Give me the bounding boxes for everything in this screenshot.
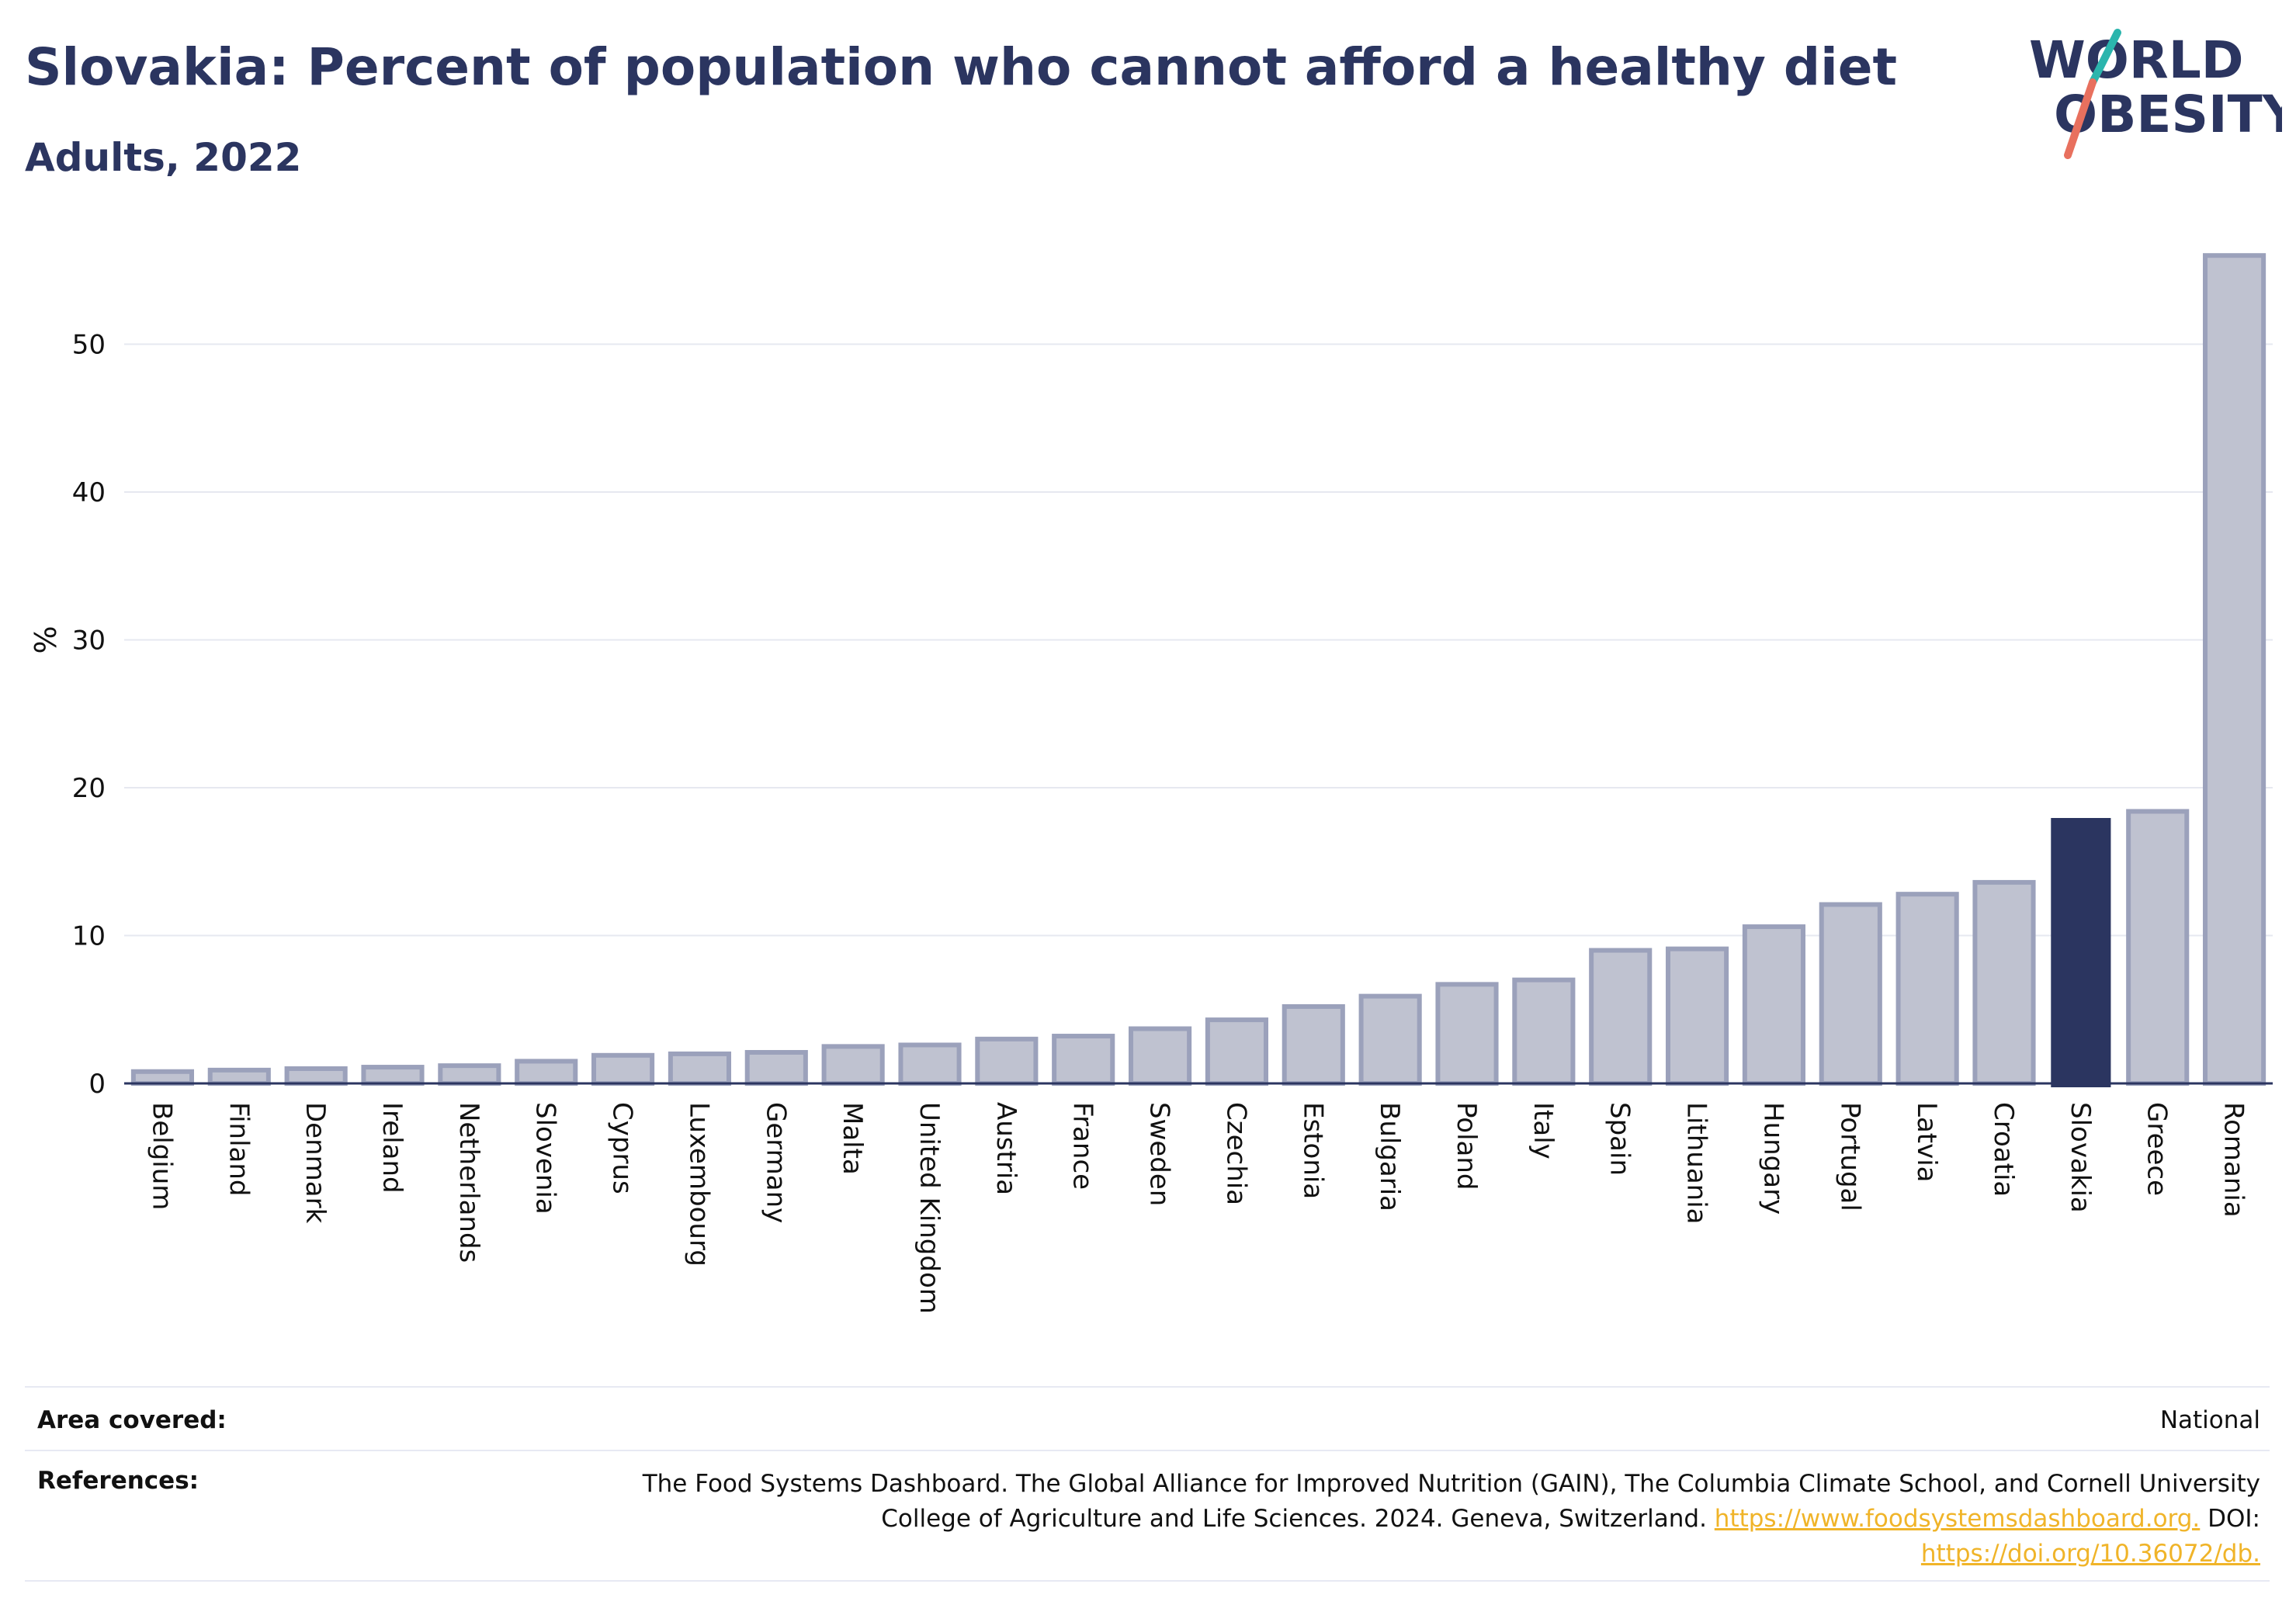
bar [1205,1017,1268,1086]
bar [821,1044,885,1086]
references-link-foodsystems[interactable]: https://www.foodsystemsdashboard.org. [1714,1505,2201,1533]
bar [1819,902,1882,1086]
bar [668,1051,731,1087]
x-tick-label: Latvia [1911,1102,1942,1183]
bar [284,1066,348,1086]
footer-divider [25,1386,2270,1388]
bar [207,1067,271,1086]
y-tick-label: 40 [72,477,106,508]
bar [2126,809,2190,1086]
references-body: The Food Systems Dashboard. The Global A… [642,1470,2260,1533]
bar [361,1065,425,1087]
y-tick-label: 0 [88,1069,106,1100]
bar [515,1059,578,1087]
x-tick-label: Ireland [376,1102,408,1194]
bar [1358,993,1422,1086]
x-tick-label: Belgium [146,1102,177,1210]
bar [1666,946,1729,1087]
bar [591,1052,655,1087]
x-tick-label: Bulgaria [1374,1102,1405,1211]
bar [1512,977,1576,1087]
bar [2203,253,2267,1087]
references-link-doi[interactable]: https://doi.org/10.36072/db. [1920,1540,2260,1568]
area-covered-row: Area covered: National [25,1406,2270,1445]
world-obesity-logo: WORLD OBESITY [2029,29,2282,159]
bar [898,1042,962,1086]
x-tick-label: Portugal [1834,1102,1865,1211]
bar [1282,1003,1345,1086]
y-tick-label: 20 [72,773,106,804]
references-label: References: [37,1467,199,1495]
bar [1052,1034,1115,1087]
x-tick-label: United Kingdom [914,1102,945,1314]
x-tick-label: Estonia [1297,1102,1328,1199]
footer-divider [25,1580,2270,1582]
footer-divider [25,1450,2270,1451]
area-covered-value: National [2159,1406,2260,1434]
x-tick-label: Germany [760,1102,791,1223]
bar [1435,982,1499,1086]
page-subtitle: Adults, 2022 [25,135,302,180]
x-tick-label: Greece [2142,1102,2173,1196]
references-row: References: The Food Systems Dashboard. … [25,1467,2270,1583]
references-doi-label: DOI: [2208,1505,2260,1533]
y-tick-label: 50 [72,330,106,361]
x-tick-label: Czechia [1220,1102,1251,1205]
x-tick-label: Sweden [1144,1102,1175,1206]
bar [130,1069,194,1087]
x-tick-label: Slovakia [2065,1102,2096,1213]
x-tick-label: Cyprus [607,1102,638,1194]
x-tick-label: Poland [1451,1102,1482,1191]
references-text: The Food Systems Dashboard. The Global A… [553,1467,2260,1572]
x-tick-label: Lithuania [1681,1102,1712,1224]
x-tick-label: Croatia [1988,1102,2019,1197]
bar-chart: 0 10 20 30 40 50% Belgium Finland Denmark Ireland… [29,253,2273,1314]
bar [975,1036,1039,1086]
page-title: Slovakia: Percent of population who cann… [25,37,1898,97]
x-tick-label: Finland [223,1102,254,1197]
bar-highlighted [2051,818,2111,1087]
bar [1972,879,2036,1087]
bar [438,1063,501,1087]
x-tick-label: Netherlands [453,1102,484,1263]
bar [744,1049,808,1086]
area-covered-label: Area covered: [37,1406,227,1434]
y-tick-label: 30 [72,626,106,657]
x-tick-label: Italy [1528,1102,1559,1159]
y-axis-label: % [29,626,63,653]
bar [1589,948,1653,1087]
x-tick-label: Romania [2218,1102,2249,1218]
x-tick-label: Denmark [300,1102,331,1224]
x-tick-label: Luxembourg [683,1102,714,1267]
x-tick-label: Hungary [1757,1102,1788,1215]
logo-line1: WORLD [2029,30,2244,90]
x-tick-label: Malta [837,1102,868,1175]
x-tick-label: Austria [990,1102,1021,1195]
bar [1895,892,1959,1087]
x-tick-label: Slovenia [530,1102,561,1215]
x-tick-label: France [1067,1102,1098,1190]
x-tick-label: Spain [1604,1102,1635,1176]
bar [1742,924,1805,1086]
y-tick-label: 10 [72,921,106,952]
bar [1129,1026,1192,1087]
